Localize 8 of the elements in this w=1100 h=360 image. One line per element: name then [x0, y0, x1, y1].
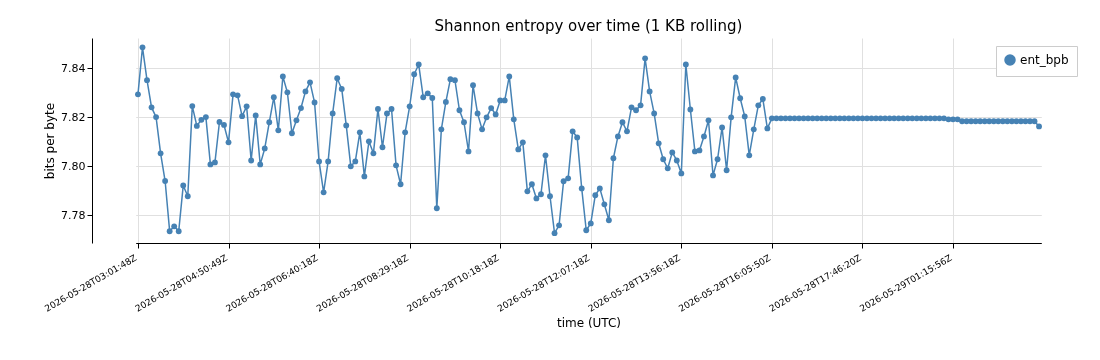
y-tick-label: 7.80: [61, 159, 86, 173]
y-axis-title: bits per byte: [43, 102, 58, 180]
y-tick-label: 7.84: [61, 61, 86, 75]
y-tick-label: 7.78: [61, 208, 86, 222]
y-tick-label: 7.82: [61, 110, 86, 124]
legend-label: ent_bpb: [1020, 53, 1069, 67]
x-axis-title: time (UTC): [556, 315, 622, 330]
chart-title: Shannon entropy over time (1 KB rolling): [434, 17, 743, 35]
